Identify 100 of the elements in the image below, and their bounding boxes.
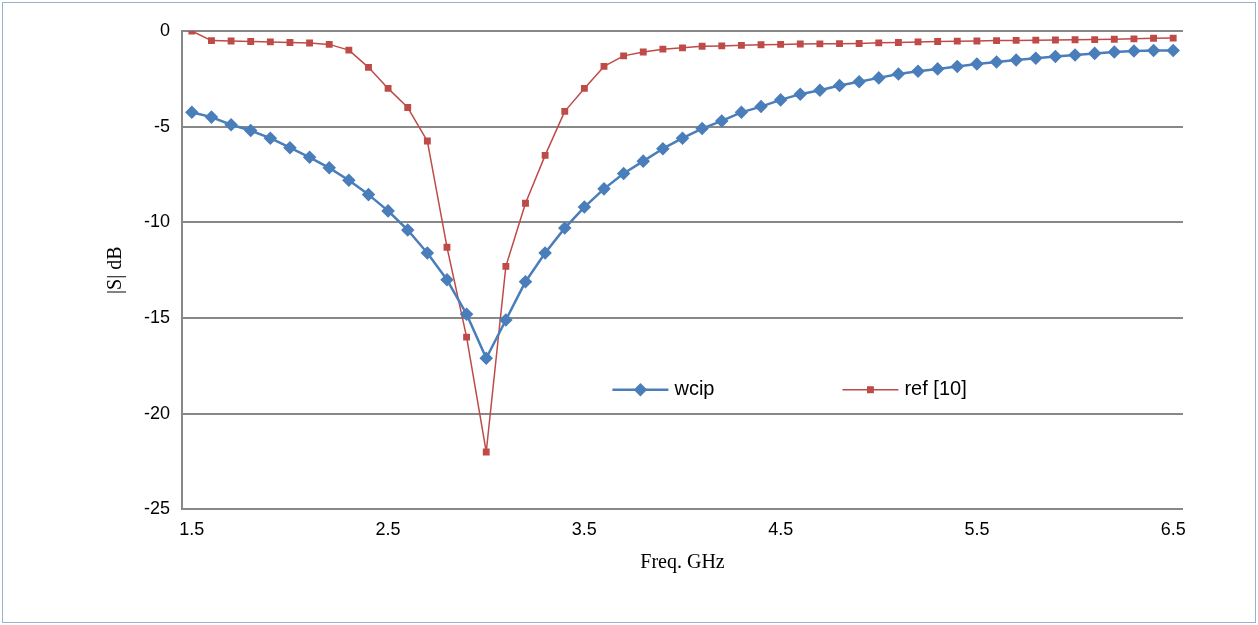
point [715, 114, 729, 128]
point [796, 40, 804, 48]
point [381, 204, 395, 218]
point [578, 200, 591, 214]
x-axis-title: Freq. GHz [640, 550, 725, 574]
point [401, 223, 414, 237]
x-tick-label: 5.5 [964, 519, 990, 540]
point [676, 131, 689, 145]
point [1012, 36, 1020, 44]
point [365, 63, 372, 71]
point [836, 40, 843, 48]
point [499, 313, 513, 327]
point [777, 40, 785, 48]
point [600, 62, 608, 70]
point [953, 37, 961, 45]
point [561, 107, 569, 115]
point [774, 93, 787, 107]
point [404, 104, 412, 111]
point [1169, 34, 1177, 42]
point [1110, 35, 1118, 43]
point [813, 84, 827, 97]
point [1091, 36, 1099, 44]
x-tick-label: 6.5 [1160, 519, 1186, 540]
point [1009, 53, 1023, 67]
point [519, 275, 532, 288]
point [1150, 34, 1157, 42]
point [833, 79, 846, 92]
point [617, 167, 630, 180]
point [538, 246, 552, 260]
x-tick-label: 1.5 [179, 519, 205, 540]
point [482, 448, 490, 456]
point [931, 62, 944, 76]
legend-label: wcip [673, 377, 715, 400]
point [637, 154, 650, 168]
point [247, 38, 255, 45]
point [325, 40, 333, 48]
point [440, 273, 454, 287]
point [993, 37, 1000, 45]
point [460, 307, 473, 321]
point [1032, 36, 1040, 44]
point [345, 46, 353, 54]
point [597, 182, 611, 196]
point [286, 39, 294, 46]
point [303, 151, 316, 164]
point [463, 333, 471, 341]
point [656, 142, 670, 155]
point [185, 106, 199, 119]
y-tick-label: 0 [160, 19, 171, 40]
x-tick-label: 3.5 [571, 519, 597, 540]
y-tick-label: -15 [144, 307, 171, 328]
point [973, 37, 981, 45]
point [264, 131, 277, 145]
point [1051, 36, 1059, 44]
point [735, 106, 748, 119]
point [384, 84, 392, 92]
point [443, 243, 451, 251]
point [502, 262, 510, 270]
point [718, 42, 726, 50]
point [423, 137, 431, 145]
point [754, 100, 768, 113]
point [1068, 48, 1082, 62]
point [227, 37, 235, 45]
y-tick-label: -10 [144, 211, 171, 232]
point [208, 37, 215, 45]
point [620, 52, 628, 60]
point [875, 39, 883, 47]
point [1130, 35, 1138, 43]
point [283, 141, 297, 154]
point [1088, 47, 1101, 60]
point [892, 67, 905, 81]
point [911, 64, 925, 78]
point [872, 71, 886, 85]
point [698, 42, 706, 50]
point [970, 57, 984, 71]
point [894, 39, 902, 46]
point [1166, 44, 1180, 57]
point [421, 246, 434, 260]
point [757, 41, 765, 49]
point [522, 199, 529, 207]
point [541, 151, 549, 159]
point [934, 38, 942, 45]
point [737, 41, 745, 49]
point [306, 39, 314, 47]
point [855, 40, 863, 47]
point [205, 110, 218, 124]
y-tick-label: -5 [154, 115, 171, 136]
point [224, 118, 238, 132]
point [951, 60, 964, 73]
point [266, 38, 274, 46]
point [244, 124, 257, 137]
point [816, 40, 824, 48]
point [362, 188, 375, 201]
point [1029, 51, 1043, 65]
point [794, 87, 807, 101]
x-tick-label: 2.5 [375, 519, 401, 540]
y-tick-label: -20 [144, 402, 171, 423]
point [322, 161, 336, 175]
point [580, 84, 588, 92]
point [679, 44, 686, 52]
point [990, 55, 1003, 69]
